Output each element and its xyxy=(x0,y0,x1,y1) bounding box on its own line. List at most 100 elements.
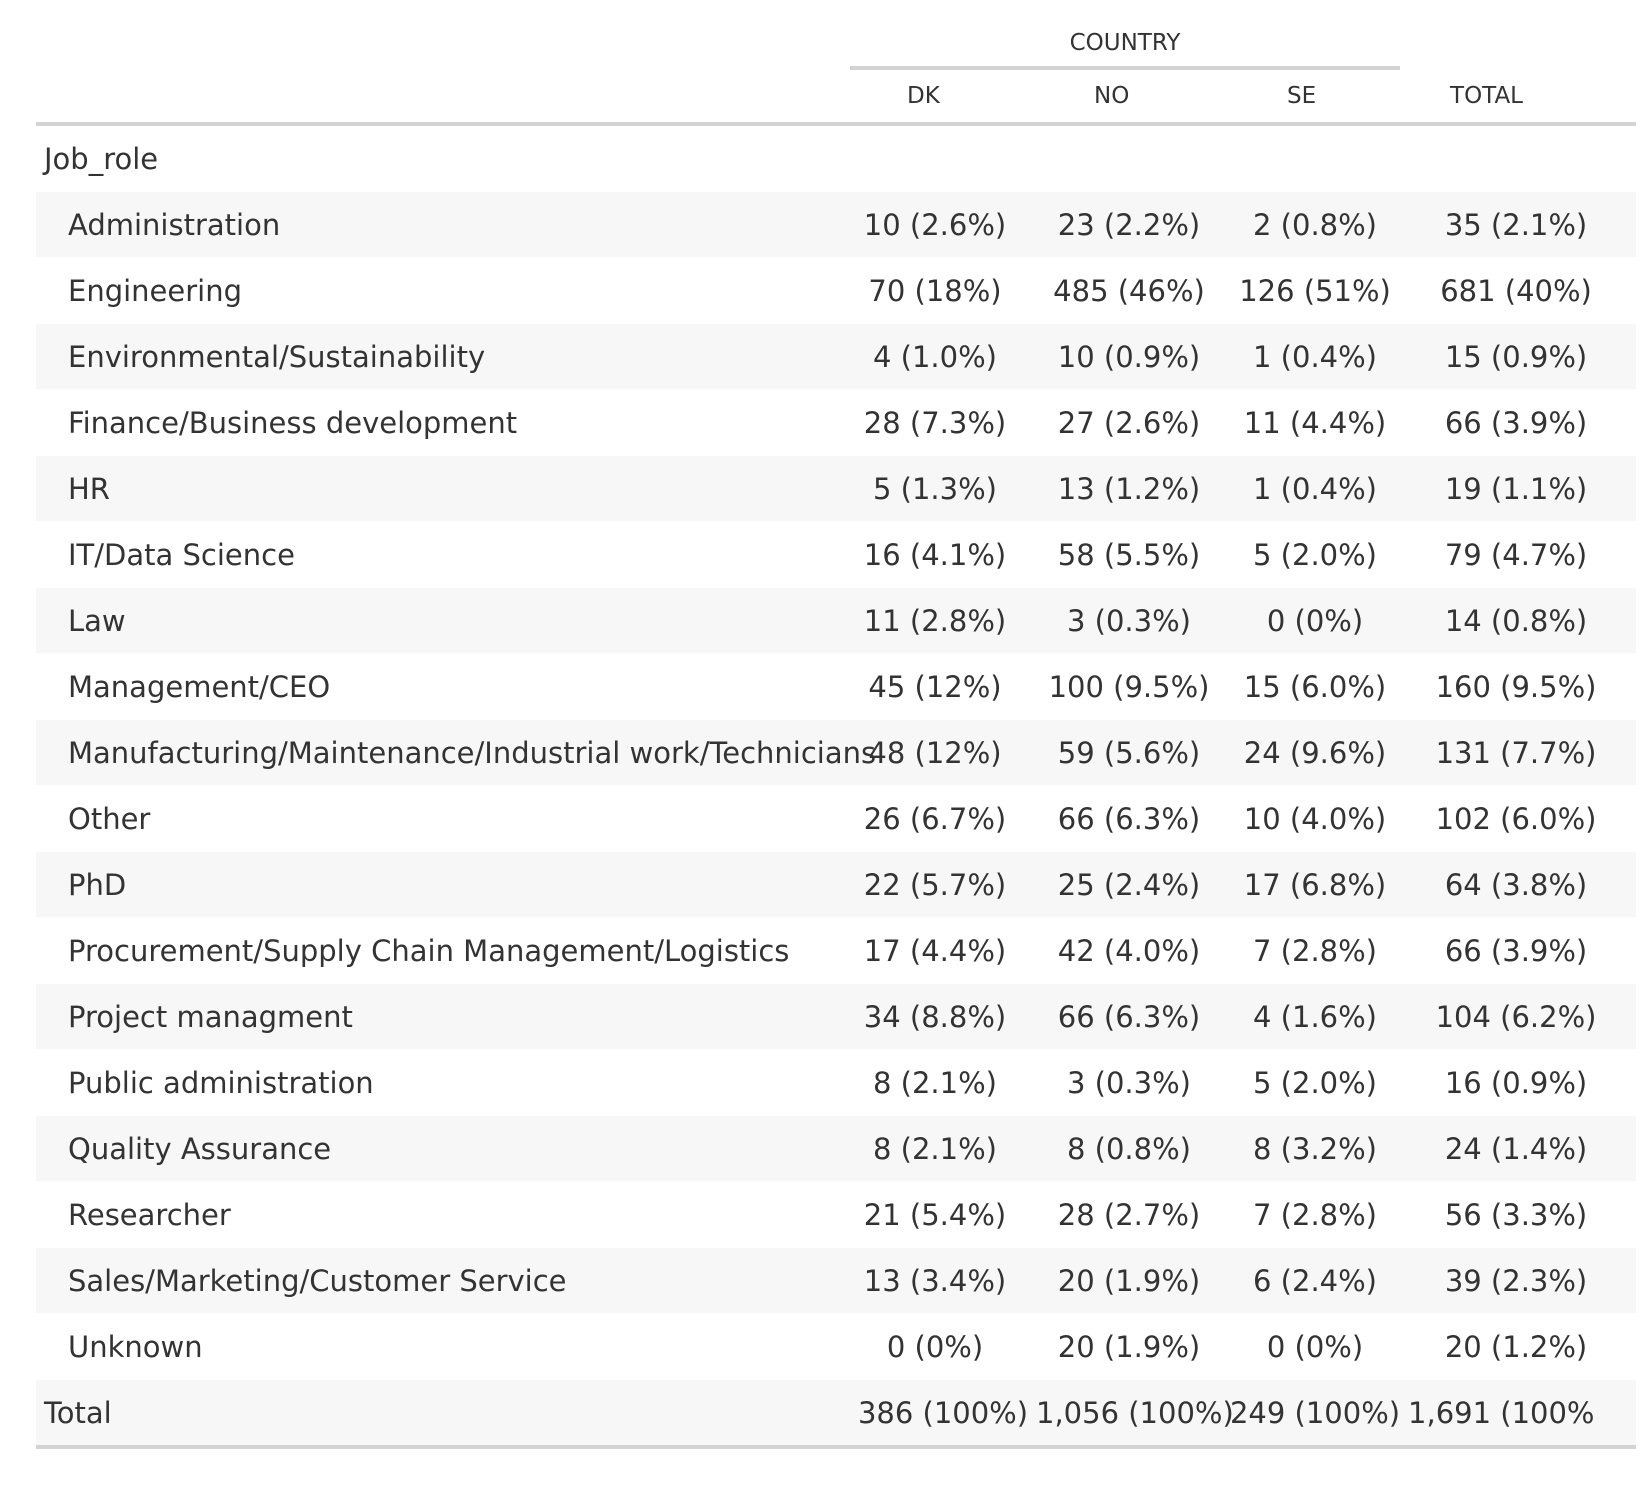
cell-se: 15 (6.0%) xyxy=(1222,653,1409,720)
cell-dk: 70 (18%) xyxy=(850,257,1036,324)
table-row: Other 26 (6.7%) 66 (6.3%) 10 (4.0%) 102 (6.0… xyxy=(36,785,1637,852)
row-label: Unknown xyxy=(36,1313,850,1380)
table-row: PhD 22 (5.7%) 25 (2.4%) 17 (6.8%) 64 (3.8%) xyxy=(36,851,1637,918)
cell-total: 35 (2.1%) xyxy=(1408,191,1637,258)
table-row: Procurement/Supply Chain Management/Logi… xyxy=(36,917,1637,984)
cell-total: 24 (1.4%) xyxy=(1408,1115,1637,1182)
row-label: HR xyxy=(36,455,850,522)
cell-se: 24 (9.6%) xyxy=(1222,719,1409,786)
row-label: Environmental/Sustainability xyxy=(36,323,850,390)
cell-dk: 0 (0%) xyxy=(850,1313,1036,1380)
country-spanner-cell: COUNTRY xyxy=(850,0,1408,70)
cell-dk: 28 (7.3%) xyxy=(850,389,1036,456)
cell-no: 20 (1.9%) xyxy=(1036,1313,1222,1380)
row-label: PhD xyxy=(36,851,850,918)
cell-no: 3 (0.3%) xyxy=(1036,1049,1222,1116)
table-row: HR 5 (1.3%) 13 (1.2%) 1 (0.4%) 19 (1.1%) xyxy=(36,455,1637,522)
cell-no: 58 (5.5%) xyxy=(1036,521,1222,588)
cell-se: 7 (2.8%) xyxy=(1222,917,1409,984)
total-cell-no: 1,056 (100%) xyxy=(1036,1379,1234,1449)
row-label: Law xyxy=(36,587,850,654)
total-row-label: Total xyxy=(36,1379,850,1449)
row-label: Public administration xyxy=(36,1049,850,1116)
cell-total: 160 (9.5%) xyxy=(1408,653,1637,720)
cell-se: 0 (0%) xyxy=(1222,587,1409,654)
row-label: Sales/Marketing/Customer Service xyxy=(36,1247,850,1314)
cell-total: 14 (0.8%) xyxy=(1408,587,1637,654)
table-row: Researcher 21 (5.4%) 28 (2.7%) 7 (2.8%) 56 (… xyxy=(36,1181,1637,1248)
column-header-no-label: NO xyxy=(1094,83,1130,109)
column-header-dk-label: DK xyxy=(907,83,940,109)
cell-dk: 16 (4.1%) xyxy=(850,521,1036,588)
cell-dk: 8 (2.1%) xyxy=(850,1115,1036,1182)
cell-dk: 34 (8.8%) xyxy=(850,983,1036,1050)
cell-no: 25 (2.4%) xyxy=(1036,851,1222,918)
cell-se: 11 (4.4%) xyxy=(1222,389,1409,456)
cell-se: 17 (6.8%) xyxy=(1222,851,1409,918)
total-row: Total 386 (100%) 1,056 (100%) 249 (100%) 1,6… xyxy=(36,1379,1637,1449)
table-row: Manufacturing/Maintenance/Industrial wor… xyxy=(36,719,1637,786)
row-label: Project managment xyxy=(36,983,850,1050)
column-header-total-label: TOTAL xyxy=(1450,83,1523,109)
cell-total: 19 (1.1%) xyxy=(1408,455,1637,522)
cell-dk: 21 (5.4%) xyxy=(850,1181,1036,1248)
cell-no: 20 (1.9%) xyxy=(1036,1247,1222,1314)
row-label: IT/Data Science xyxy=(36,521,850,588)
summary-table: COUNTRY DK NO SE TOTAL Job_role Administ… xyxy=(36,0,1637,1449)
summary-table-container: COUNTRY DK NO SE TOTAL Job_role Administ… xyxy=(36,0,1637,1449)
cell-total: 16 (0.9%) xyxy=(1408,1049,1637,1116)
cell-no: 27 (2.6%) xyxy=(1036,389,1222,456)
cell-se: 10 (4.0%) xyxy=(1222,785,1409,852)
group-row: Job_role xyxy=(36,124,1637,192)
table-row: Management/CEO 45 (12%) 100 (9.5%) 15 (6.0%… xyxy=(36,653,1637,720)
cell-se: 7 (2.8%) xyxy=(1222,1181,1409,1248)
row-label: Manufacturing/Maintenance/Industrial wor… xyxy=(36,719,876,786)
table-row: IT/Data Science 16 (4.1%) 58 (5.5%) 5 (2.0%… xyxy=(36,521,1637,588)
spanner-row: COUNTRY xyxy=(36,0,1636,70)
country-spanner-label: COUNTRY xyxy=(850,30,1401,70)
cell-total: 104 (6.2%) xyxy=(1408,983,1637,1050)
cell-total: 20 (1.2%) xyxy=(1408,1313,1637,1380)
label-column-header xyxy=(36,70,850,126)
cell-dk: 11 (2.8%) xyxy=(850,587,1036,654)
table-row: Engineering 70 (18%) 485 (46%) 126 (51%) 681… xyxy=(36,257,1637,324)
cell-se: 1 (0.4%) xyxy=(1222,323,1409,390)
table-body: Job_role Administration 10 (2.6%) 23 (2.2%… xyxy=(36,124,1637,1449)
cell-total: 66 (3.9%) xyxy=(1408,389,1637,456)
total-cell-dk: 386 (100%) xyxy=(850,1379,1036,1449)
cell-dk: 17 (4.4%) xyxy=(850,917,1036,984)
row-label: Researcher xyxy=(36,1181,850,1248)
cell-total: 79 (4.7%) xyxy=(1408,521,1637,588)
cell-total: 39 (2.3%) xyxy=(1408,1247,1637,1314)
cell-no: 485 (46%) xyxy=(1036,257,1222,324)
cell-total: 64 (3.8%) xyxy=(1408,851,1637,918)
cell-no: 28 (2.7%) xyxy=(1036,1181,1222,1248)
table-row: Environmental/Sustainability 4 (1.0%) 10 (… xyxy=(36,323,1637,390)
cell-no: 8 (0.8%) xyxy=(1036,1115,1222,1182)
cell-se: 5 (2.0%) xyxy=(1222,521,1409,588)
row-label: Quality Assurance xyxy=(36,1115,850,1182)
row-label: Administration xyxy=(36,191,850,258)
table-row: Law 11 (2.8%) 3 (0.3%) 0 (0%) 14 (0.8%) xyxy=(36,587,1637,654)
cell-total: 102 (6.0%) xyxy=(1408,785,1637,852)
cell-no: 66 (6.3%) xyxy=(1036,983,1222,1050)
table-row: Unknown 0 (0%) 20 (1.9%) 0 (0%) 20 (1.2%) xyxy=(36,1313,1637,1380)
cell-dk: 45 (12%) xyxy=(850,653,1036,720)
spanner-empty-cell xyxy=(36,0,850,70)
cell-dk: 48 (12%) xyxy=(850,719,1036,786)
group-label: Job_role xyxy=(36,124,1637,192)
column-header-se: SE xyxy=(1222,70,1409,126)
column-header-se-label: SE xyxy=(1287,83,1317,109)
cell-total: 131 (7.7%) xyxy=(1408,719,1637,786)
cell-no: 66 (6.3%) xyxy=(1036,785,1222,852)
total-cell-se: 249 (100%) xyxy=(1222,1379,1409,1449)
cell-se: 1 (0.4%) xyxy=(1222,455,1409,522)
cell-dk: 26 (6.7%) xyxy=(850,785,1036,852)
spanner-empty-cell-total xyxy=(1408,0,1636,70)
cell-se: 4 (1.6%) xyxy=(1222,983,1409,1050)
table-row: Public administration 8 (2.1%) 3 (0.3%) 5 (… xyxy=(36,1049,1637,1116)
column-header-row: DK NO SE TOTAL xyxy=(36,70,1637,126)
cell-dk: 10 (2.6%) xyxy=(850,191,1036,258)
cell-se: 6 (2.4%) xyxy=(1222,1247,1409,1314)
cell-dk: 8 (2.1%) xyxy=(850,1049,1036,1116)
